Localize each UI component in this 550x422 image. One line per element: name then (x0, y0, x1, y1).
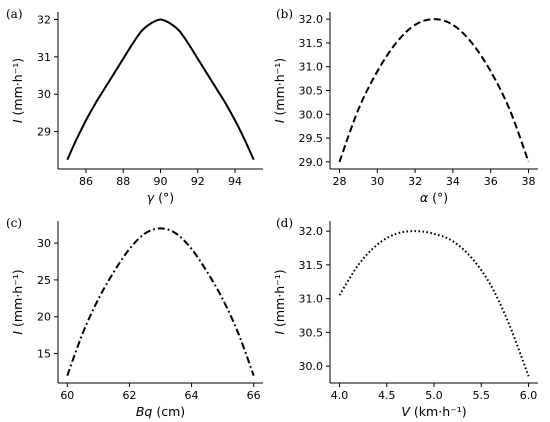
x-tick-label: 36 (484, 175, 498, 188)
y-tick-label: 29.0 (299, 156, 324, 169)
y-axis-symbol: I (10, 119, 25, 123)
y-tick-label: 32.0 (299, 13, 324, 26)
x-axis-symbol: V (401, 404, 411, 419)
x-axis-title: γ (°) (147, 190, 174, 205)
x-tick-label: 5.0 (425, 389, 443, 402)
x-tick-label: 62 (122, 389, 136, 402)
x-tick-label: 38 (522, 175, 536, 188)
y-tick-label: 30 (37, 237, 51, 250)
x-axis-title: α (°) (420, 190, 448, 205)
x-axis-symbol: α (420, 190, 429, 205)
panel-label: (d) (276, 216, 293, 230)
x-axis-unit: (°) (428, 190, 448, 205)
x-tick-label: 92 (191, 175, 205, 188)
y-tick-label: 29 (37, 126, 51, 139)
y-axis-symbol: I (272, 331, 287, 335)
x-axis-unit: (°) (154, 190, 174, 205)
y-tick-label: 31.0 (299, 293, 324, 306)
x-tick-label: 5.5 (473, 389, 491, 402)
x-tick-label: 94 (228, 175, 242, 188)
y-axis-title: I (mm·h⁻¹) (10, 58, 25, 123)
panel-b: (b) 28 30 32 34 36 38 29.0 29.5 30.0 30.5 31.0 31.5 3… (272, 7, 538, 205)
x-tick-label: 86 (79, 175, 93, 188)
y-axis-title: I (mm·h⁻¹) (272, 58, 287, 123)
x-tick-label: 66 (247, 389, 261, 402)
y-tick-label: 31.5 (299, 37, 324, 50)
panel-label: (a) (6, 7, 23, 21)
x-tick-label: 6.0 (520, 389, 538, 402)
x-axis-unit: (cm) (152, 404, 185, 419)
y-axis-title: I (mm·h⁻¹) (272, 269, 287, 334)
y-axis-unit: (mm·h⁻¹) (272, 58, 287, 120)
y-tick-label: 31.0 (299, 61, 324, 74)
series-line (338, 230, 530, 377)
y-axis-symbol: I (272, 119, 287, 123)
x-tick-label: 28 (332, 175, 346, 188)
x-axis-symbol: γ (147, 190, 155, 205)
panel-label: (c) (6, 216, 22, 230)
series-line (338, 18, 530, 163)
y-tick-label: 32 (37, 13, 51, 26)
series-line (66, 18, 255, 161)
y-tick-label: 30.0 (299, 108, 324, 121)
y-tick-label: 30 (37, 88, 51, 101)
y-tick-label: 25 (37, 274, 51, 287)
panel-label: (b) (276, 7, 293, 21)
y-axis-unit: (mm·h⁻¹) (10, 58, 25, 120)
y-tick-label: 31.5 (299, 259, 324, 272)
panel-c: (c) 60 62 64 66 15 20 25 30 Bq (cm) I (mm·h⁻¹) (6, 216, 263, 419)
series-line (66, 227, 255, 376)
x-axis-symbol: Bq (136, 404, 153, 419)
x-tick-label: 90 (154, 175, 168, 188)
x-axis-unit: (km·h⁻¹) (410, 404, 467, 419)
y-axis-unit: (mm·h⁻¹) (10, 269, 25, 331)
x-tick-label: 64 (185, 389, 199, 402)
y-tick-label: 20 (37, 311, 51, 324)
x-axis-title: Bq (cm) (136, 404, 185, 419)
panel-a: (a) 86 88 90 92 94 29 30 31 32 γ (°) I (mm·h⁻¹) (6, 7, 263, 205)
y-tick-label: 31 (37, 51, 51, 64)
y-axis-unit: (mm·h⁻¹) (272, 269, 287, 331)
x-tick-label: 32 (408, 175, 422, 188)
y-tick-label: 32.0 (299, 225, 324, 238)
x-tick-label: 4.5 (378, 389, 396, 402)
x-tick-label: 88 (116, 175, 130, 188)
x-tick-label: 34 (446, 175, 460, 188)
y-tick-label: 30.0 (299, 360, 324, 373)
y-tick-label: 30.5 (299, 85, 324, 98)
y-axis-symbol: I (10, 331, 25, 335)
y-tick-label: 15 (37, 348, 51, 361)
panel-d: (d) 4.0 4.5 5.0 5.5 6.0 30.0 30.5 31.0 31.5 32.0 V … (272, 216, 538, 419)
y-tick-label: 30.5 (299, 326, 324, 339)
x-tick-label: 60 (60, 389, 74, 402)
x-axis-title: V (km·h⁻¹) (401, 404, 466, 419)
x-tick-label: 4.0 (331, 389, 349, 402)
x-tick-label: 30 (370, 175, 384, 188)
y-axis-title: I (mm·h⁻¹) (10, 269, 25, 334)
y-tick-label: 29.5 (299, 132, 324, 145)
